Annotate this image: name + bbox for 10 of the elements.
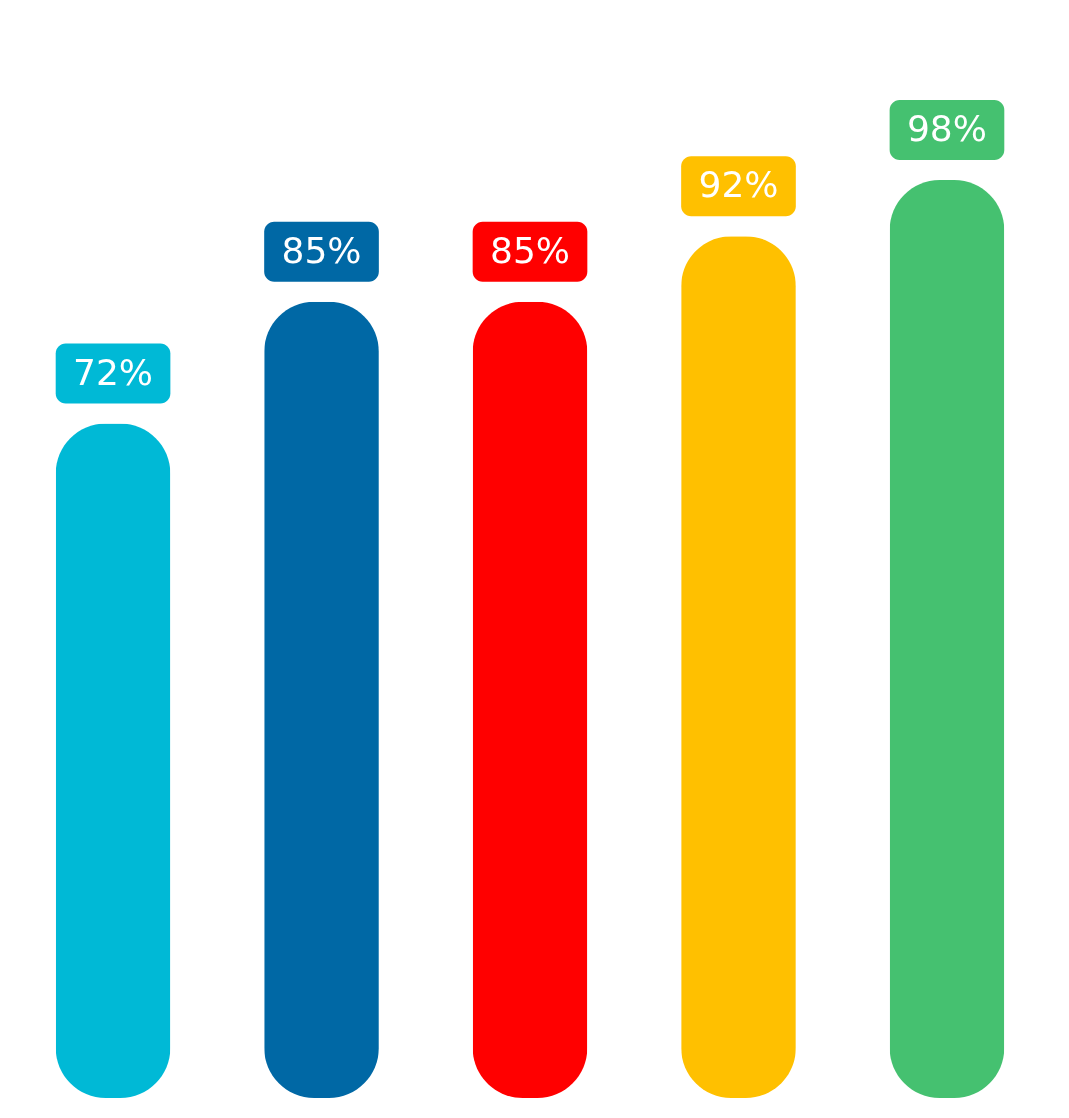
bar: [472, 301, 588, 1098]
bar: [681, 236, 796, 1098]
bar: [889, 180, 1005, 1098]
bar: [264, 301, 379, 1098]
bar: [55, 423, 171, 1098]
data-label: 85%: [281, 229, 362, 271]
data-label: 72%: [73, 351, 154, 393]
data-label: 85%: [489, 229, 571, 271]
data-label: 92%: [698, 164, 779, 206]
data-label: 98%: [906, 108, 987, 149]
